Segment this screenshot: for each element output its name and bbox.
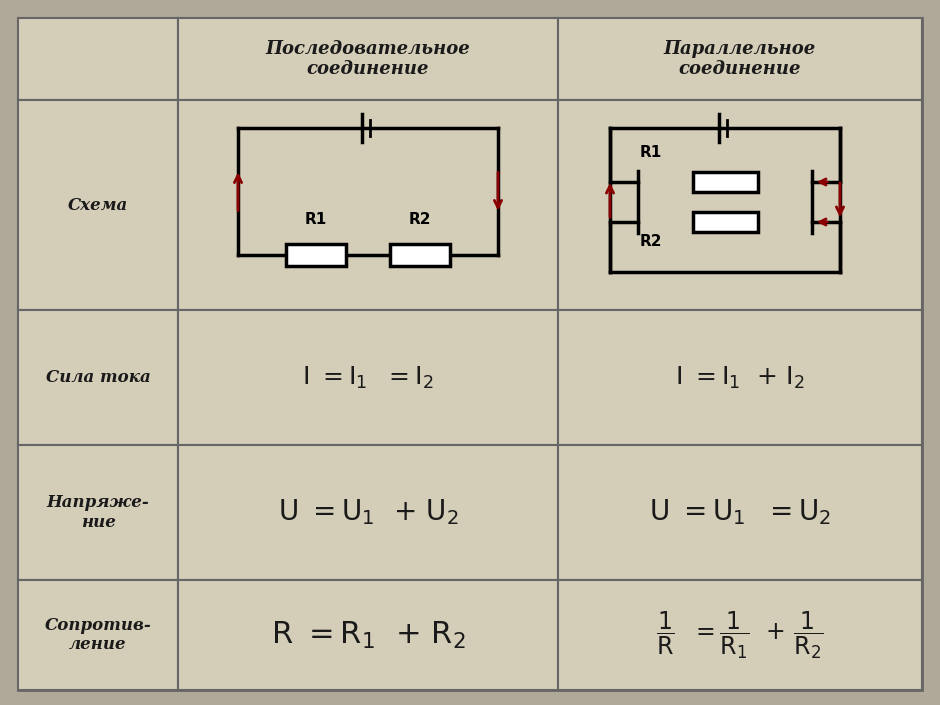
Bar <box>558 310 922 445</box>
Bar <box>558 445 922 580</box>
Bar <box>286 244 346 266</box>
Bar <box>18 100 178 310</box>
Bar <box>558 100 922 310</box>
Bar <box>693 172 758 192</box>
Bar <box>178 580 558 690</box>
Text: $\mathsf{I\ {=}I_1\ \ {+}\ I_2}$: $\mathsf{I\ {=}I_1\ \ {+}\ I_2}$ <box>675 364 805 391</box>
Bar <box>18 445 178 580</box>
Text: Схема: Схема <box>68 197 128 214</box>
Text: Последовательное
соединение: Последовательное соединение <box>266 39 470 78</box>
Bar <box>178 310 558 445</box>
Text: $\mathsf{\dfrac{1}{R}\ \ {=}\dfrac{1}{R_1}\ \ {+}\ \dfrac{1}{R_2}}$: $\mathsf{\dfrac{1}{R}\ \ {=}\dfrac{1}{R_… <box>656 609 823 661</box>
Bar <box>18 580 178 690</box>
Text: R2: R2 <box>640 234 663 249</box>
Text: Напряже-
ние: Напряже- ние <box>47 494 149 531</box>
Text: R1: R1 <box>640 145 663 160</box>
Bar <box>558 580 922 690</box>
Bar <box>18 310 178 445</box>
Text: $\mathsf{U\ {=}U_1\ \ {=}U_2}$: $\mathsf{U\ {=}U_1\ \ {=}U_2}$ <box>649 498 831 527</box>
Text: R1: R1 <box>305 212 327 227</box>
Text: $\mathsf{R\ {=}R_1\ \ {+}\ R_2}$: $\mathsf{R\ {=}R_1\ \ {+}\ R_2}$ <box>271 620 465 651</box>
Text: Сопротив-
ление: Сопротив- ление <box>44 617 151 654</box>
Bar <box>693 212 758 232</box>
Text: Сила тока: Сила тока <box>46 369 150 386</box>
Bar <box>18 18 178 100</box>
Bar <box>178 18 558 100</box>
Text: R2: R2 <box>409 212 431 227</box>
Bar <box>558 18 922 100</box>
Text: $\mathsf{U\ {=}U_1\ \ {+}\ U_2}$: $\mathsf{U\ {=}U_1\ \ {+}\ U_2}$ <box>278 498 458 527</box>
Bar <box>178 445 558 580</box>
Text: $\mathsf{I\ {=}I_1\ \ {=}I_2}$: $\mathsf{I\ {=}I_1\ \ {=}I_2}$ <box>303 364 433 391</box>
Bar <box>178 100 558 310</box>
Text: Параллельное
соединение: Параллельное соединение <box>664 39 816 78</box>
Bar <box>390 244 450 266</box>
